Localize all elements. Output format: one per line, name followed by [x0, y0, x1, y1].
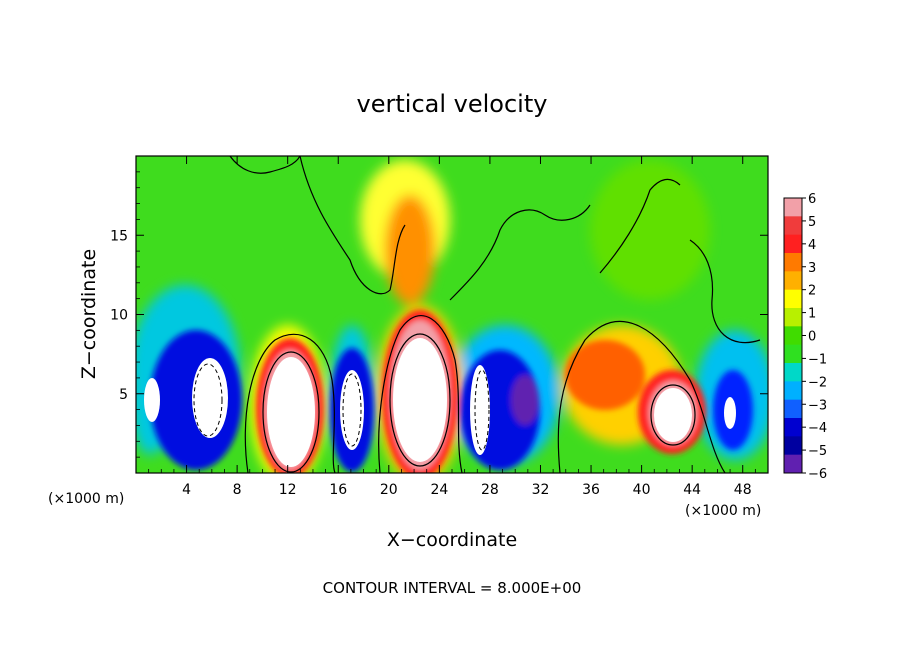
white-core-7 — [144, 378, 160, 422]
y-tick-label: 5 — [119, 387, 128, 403]
contour-lines — [229, 156, 761, 473]
colorbar-swatch — [784, 216, 802, 236]
colorbar-label: 4 — [808, 238, 816, 253]
colorbar-label: −2 — [808, 375, 827, 390]
x-tick-label: 28 — [481, 482, 499, 498]
y-axis: 5 10 15 — [110, 171, 768, 458]
white-core-4 — [192, 358, 228, 438]
contour-upper-3 — [599, 178, 681, 274]
dashed-contour-1 — [193, 363, 223, 437]
x-tick-label: 40 — [633, 482, 651, 498]
x-tick-label: 4 — [182, 482, 191, 498]
colorbar-swatch — [784, 198, 802, 217]
y-tick-label: 10 — [110, 308, 128, 324]
colorbar-label: −6 — [808, 467, 827, 482]
colorbar-label: 5 — [808, 215, 816, 230]
x-unit-left: (×1000 m) — [48, 491, 124, 507]
colorbar-swatch — [784, 271, 802, 291]
purple-pocket — [511, 375, 539, 425]
negative-contours — [193, 363, 490, 451]
colorbar: 6 5 4 3 2 1 0 −1 −2 −3 −4 −5 −6 — [783, 192, 827, 482]
contour-upper-1 — [299, 156, 406, 295]
colorbar-label: −5 — [808, 444, 827, 459]
dashed-contour-3 — [474, 369, 490, 451]
chart-title: vertical velocity — [357, 90, 548, 118]
x-tick-label: 32 — [532, 482, 550, 498]
colorbar-swatch — [784, 326, 802, 346]
colorbar-swatch — [784, 289, 802, 309]
colorbar-swatch — [784, 436, 802, 456]
colorbar-swatch — [784, 363, 802, 382]
x-axis-label: X−coordinate — [387, 529, 517, 551]
white-core-5 — [340, 370, 364, 450]
colorbar-swatch — [784, 418, 802, 437]
colorbar-label: −3 — [808, 398, 827, 413]
x-axis: 4 8 12 16 20 24 28 32 36 40 44 48 — [148, 156, 756, 498]
colorbar-swatch — [784, 381, 802, 401]
colorbar-label: −1 — [808, 352, 827, 367]
colorbar-swatch — [784, 344, 802, 364]
upper-plume — [385, 195, 435, 305]
contour-zero-left — [244, 333, 336, 473]
upper-right-field — [590, 160, 710, 300]
velocity-field — [136, 156, 768, 473]
colorbar-swatch — [784, 454, 802, 474]
white-core-8 — [724, 397, 736, 429]
contour-upper-2 — [449, 204, 591, 301]
x-unit-right: (×1000 m) — [685, 503, 761, 519]
x-tick-label: 36 — [582, 482, 600, 498]
contour-interval-footer: CONTOUR INTERVAL = 8.000E+00 — [323, 579, 582, 597]
colorbar-swatch — [784, 234, 802, 254]
x-tick-label: 48 — [734, 482, 752, 498]
white-core-6 — [470, 365, 490, 455]
colorbar-label: 6 — [808, 192, 816, 207]
contour-core-1 — [262, 351, 320, 473]
contour-right-edge — [689, 239, 761, 344]
contour-upper-4 — [229, 156, 301, 174]
colorbar-swatch — [784, 253, 802, 272]
colorbar-swatch — [784, 308, 802, 327]
updraft-red-3 — [565, 340, 645, 410]
colorbar-label: −4 — [808, 421, 827, 436]
colorbar-label: 3 — [808, 261, 816, 276]
white-core-1 — [267, 357, 315, 467]
x-tick-label: 8 — [233, 482, 242, 498]
white-core-2 — [393, 338, 447, 462]
x-tick-label: 20 — [380, 482, 398, 498]
x-tick-label: 12 — [279, 482, 297, 498]
colorbar-label: 1 — [808, 307, 816, 322]
x-tick-label: 24 — [430, 482, 448, 498]
white-core-3 — [654, 388, 692, 442]
y-tick-label: 15 — [110, 228, 128, 244]
contour-zero-right — [557, 320, 726, 473]
colorbar-label: 2 — [808, 284, 816, 299]
x-tick-label: 16 — [329, 482, 347, 498]
contour-core-3 — [650, 384, 696, 446]
contour-zero-mid — [378, 315, 463, 473]
contour-core-2 — [389, 333, 451, 467]
y-axis-label: Z−coordinate — [78, 249, 100, 379]
colorbar-swatch — [784, 399, 802, 419]
colorbar-label: 0 — [808, 330, 816, 345]
x-tick-label: 44 — [683, 482, 701, 498]
dashed-contour-2 — [342, 373, 362, 447]
